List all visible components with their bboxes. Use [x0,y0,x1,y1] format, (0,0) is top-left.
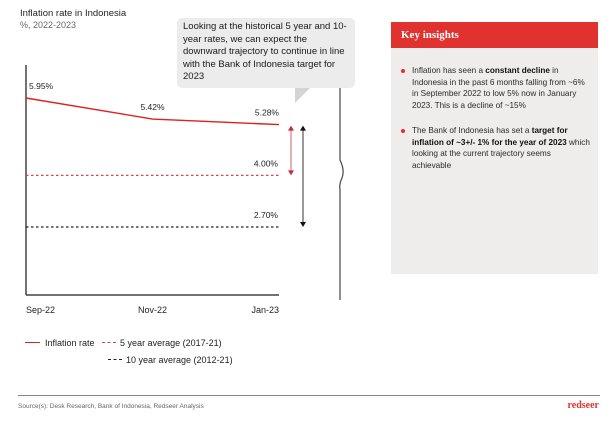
x-tick-label: Jan-23 [251,305,279,315]
key-insights-panel: Key insights Inflation has seen a consta… [391,22,598,274]
chart-title: Inflation rate in Indonesia [20,8,127,19]
legend-item-inflation: Inflation rate [25,338,95,348]
brace-divider [339,55,344,300]
chart-legend-row2: 10 year average (2012-21) [108,352,238,365]
data-label: 5.28% [255,108,280,118]
data-label: 5.42% [140,102,165,112]
inflation-rate-line [25,97,280,126]
arrowhead-down [288,170,294,176]
footer-divider [18,395,600,396]
source-note: Source(s): Desk Research, Bank of Indone… [18,403,204,410]
arrowhead-up [300,125,306,131]
key-insights-header: Key insights [391,22,598,48]
arrowhead-up [288,125,294,131]
arrowhead-down [300,222,306,227]
legend-swatch-dashed-red [102,342,117,343]
legend-swatch-solid [25,342,40,343]
callout-pointer [295,88,310,103]
chart-subtitle: %, 2022-2023 [20,20,77,30]
annotation-callout: Looking at the historical 5 year and 10-… [177,18,355,88]
legend-item-10yr: 10 year average (2012-21) [108,355,233,365]
bullet-icon [401,69,405,73]
x-tick-label: Sep-22 [26,305,55,315]
insight-item: Inflation has seen a constant decline in… [391,65,598,111]
x-tick-label: Nov-22 [138,305,167,315]
bullet-icon [401,129,405,133]
brand-logo: redseer [567,400,599,411]
legend-swatch-dashed-black [108,359,122,360]
data-label: 2.70% [254,210,279,220]
insight-item: The Bank of Indonesia has set a target f… [391,125,598,171]
data-label: 4.00% [254,158,279,168]
chart-legend: Inflation rate 5 year average (2017-21) [25,335,227,348]
legend-item-5yr: 5 year average (2017-21) [102,338,222,348]
data-label: 5.95% [29,81,54,91]
